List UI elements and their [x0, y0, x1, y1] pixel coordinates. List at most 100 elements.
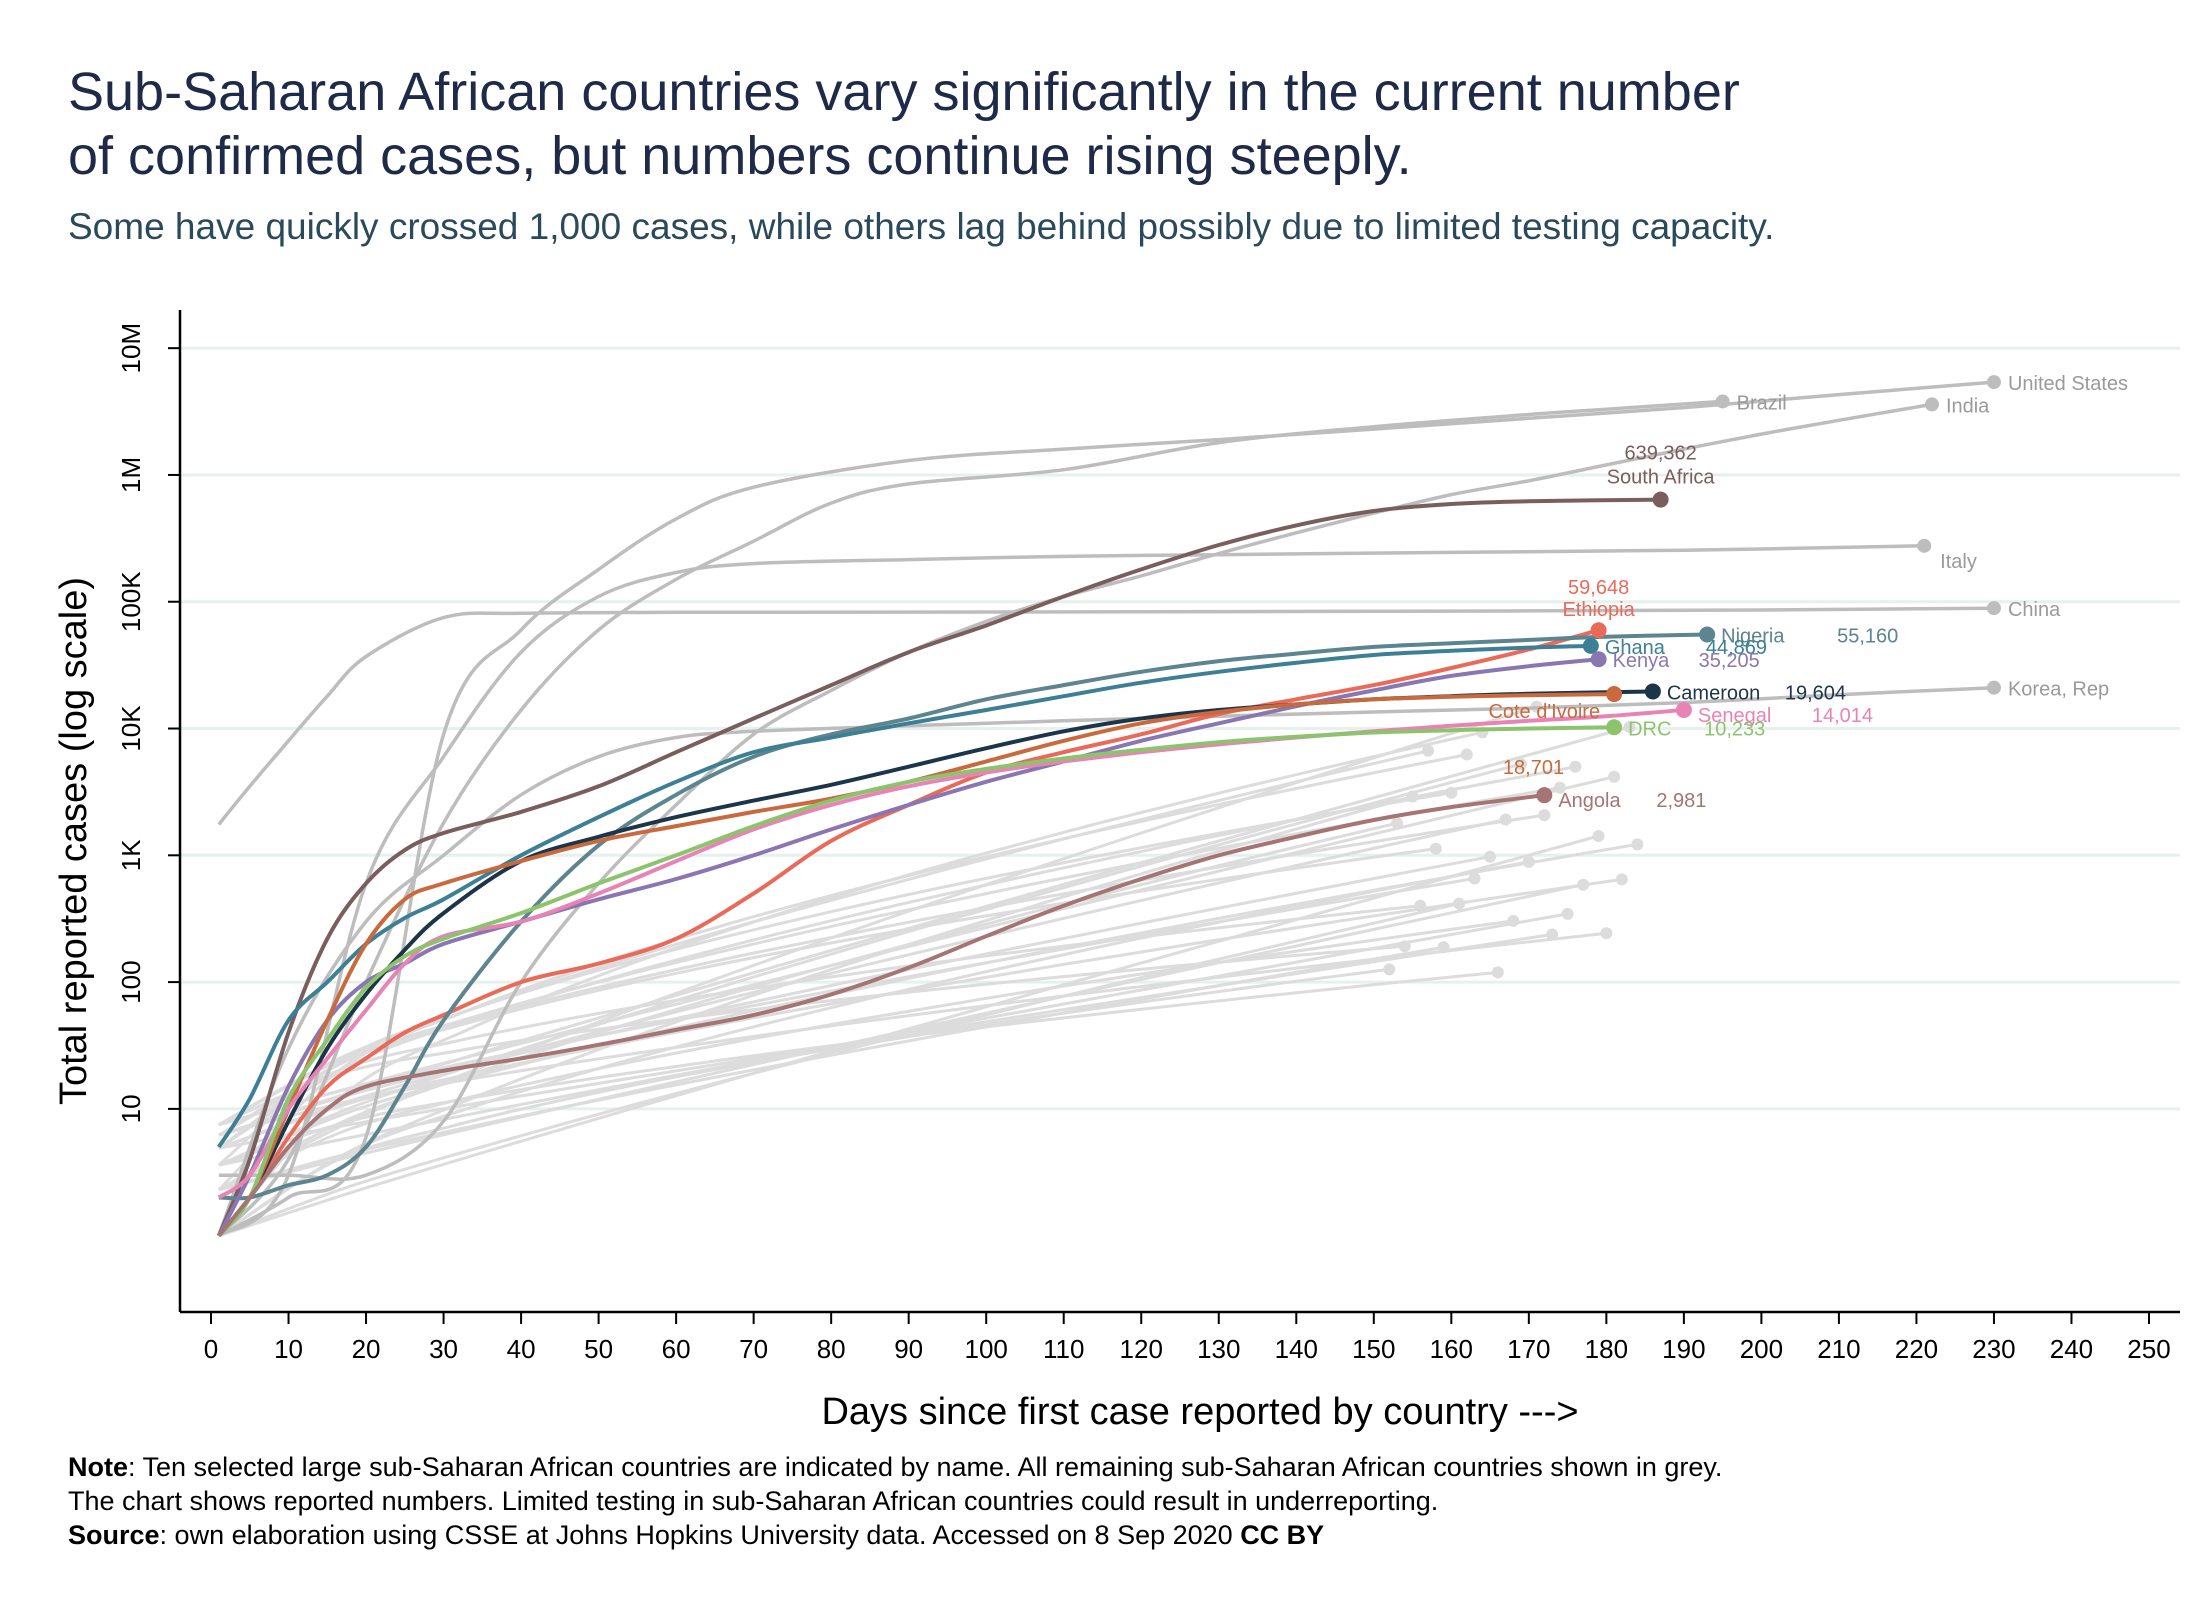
other-country-line — [218, 904, 1421, 1137]
country-name-label: DRC — [1628, 718, 1671, 740]
reference-endpoint — [1986, 375, 2001, 390]
other-country-line — [218, 725, 1630, 1137]
other-country-endpoint — [1484, 850, 1497, 863]
country-value-label: 14,014 — [1812, 705, 1873, 727]
country-value-label: 10,233 — [1704, 718, 1765, 740]
other-country-endpoint — [1468, 872, 1481, 885]
x-tick-label: 80 — [817, 1334, 846, 1364]
other-country-line — [217, 860, 1530, 1237]
x-tick-label: 0 — [204, 1334, 218, 1364]
x-tick-label: 130 — [1197, 1334, 1240, 1364]
other-country-endpoint — [1429, 842, 1442, 855]
other-country-endpoint — [1600, 927, 1613, 940]
x-tick-label: 230 — [1972, 1334, 2015, 1364]
other-country-endpoint — [1538, 809, 1551, 822]
other-country-line — [218, 818, 1506, 1150]
country-line — [217, 725, 1615, 1238]
other-country-endpoint — [1561, 907, 1574, 920]
other-country-endpoint — [1383, 963, 1396, 976]
other-country-line — [218, 902, 1460, 1238]
other-country-line — [218, 834, 1599, 1238]
country-name-label: Ghana — [1605, 637, 1666, 659]
x-tick-label: 140 — [1275, 1334, 1318, 1364]
reference-line — [217, 685, 1995, 1237]
x-tick-label: 190 — [1662, 1334, 1705, 1364]
y-axis-label: Total reported cases (log scale) — [53, 577, 95, 1105]
x-tick-label: 250 — [2127, 1334, 2170, 1364]
x-tick-label: 240 — [2050, 1334, 2093, 1364]
y-tick-label: 10 — [116, 1094, 146, 1123]
country-name-label: Cameroon — [1667, 682, 1760, 704]
note-text: : Ten selected large sub-Saharan African… — [128, 1452, 1723, 1482]
country-name-label: Kenya — [1613, 650, 1671, 672]
reference-endpoint — [1917, 538, 1932, 553]
other-country-line — [218, 877, 1623, 1150]
other-country-line — [218, 842, 1638, 1167]
reference-label: Italy — [1940, 551, 1977, 573]
country-value-label: 19,604 — [1785, 682, 1846, 704]
x-tick-label: 200 — [1740, 1334, 1783, 1364]
other-country-endpoint — [1422, 744, 1435, 757]
reference-label: Korea, Rep — [2008, 679, 2109, 701]
source-label: Source — [68, 1520, 160, 1550]
note-line2: The chart shows reported numbers. Limite… — [68, 1486, 1439, 1516]
x-tick-label: 40 — [507, 1334, 536, 1364]
country-value-label: 35,205 — [1699, 650, 1760, 672]
y-tick-label: 10K — [116, 705, 146, 752]
country-endpoint — [1606, 719, 1623, 736]
reference-label: Brazil — [1737, 392, 1787, 414]
y-tick-label: 10M — [116, 323, 146, 374]
country-value-label: 59,648 — [1568, 577, 1629, 599]
country-endpoint — [1536, 787, 1553, 804]
x-tick-label: 50 — [584, 1334, 613, 1364]
reference-endpoint — [1924, 397, 1939, 412]
other-country-endpoint — [1414, 899, 1427, 912]
country-line — [217, 643, 1591, 1149]
country-endpoint — [1652, 491, 1669, 508]
other-country-endpoint — [1569, 760, 1582, 773]
other-country-endpoint — [1623, 721, 1636, 734]
chart-title-line1: Sub-Saharan African countries vary signi… — [68, 62, 1740, 122]
x-tick-label: 220 — [1895, 1334, 1938, 1364]
reference-line — [217, 606, 1995, 826]
other-country-line — [218, 705, 1538, 1192]
country-value-label: 44,869 — [1706, 637, 1767, 659]
x-tick-label: 170 — [1507, 1334, 1550, 1364]
other-country-line — [217, 795, 1413, 1237]
x-tick-label: 100 — [965, 1334, 1008, 1364]
reference-label: China — [2008, 599, 2061, 621]
country-name-label: Nigeria — [1721, 625, 1785, 647]
country-value-label: 55,160 — [1837, 625, 1898, 647]
country-line — [218, 632, 1708, 1201]
reference-endpoint — [1715, 394, 1730, 409]
y-tick-label: 1K — [116, 839, 146, 871]
other-country-endpoint — [1631, 838, 1644, 851]
other-country-endpoint — [1491, 966, 1504, 979]
country-name-label: Senegal — [1698, 705, 1771, 727]
y-tick-label: 100K — [116, 571, 146, 632]
country-name-label: Angola — [1558, 790, 1621, 812]
other-country-endpoint — [1499, 813, 1512, 826]
country-name-label: Cote d'Ivoire — [1488, 701, 1600, 723]
x-tick-label: 150 — [1352, 1334, 1395, 1364]
x-tick-label: 210 — [1817, 1334, 1860, 1364]
chart-title-line2: of confirmed cases, but numbers continue… — [68, 126, 1412, 186]
x-tick-label: 120 — [1120, 1334, 1163, 1364]
country-endpoint — [1582, 637, 1599, 654]
country-value-label: 2,981 — [1656, 790, 1706, 812]
other-country-line — [217, 730, 1483, 1237]
country-line — [217, 657, 1599, 1237]
country-line — [217, 707, 1685, 1200]
country-line — [217, 793, 1545, 1237]
x-tick-label: 20 — [352, 1334, 381, 1364]
other-country-endpoint — [1592, 829, 1605, 842]
x-axis-label: Days since first case reported by countr… — [821, 1391, 1578, 1433]
country-line — [217, 692, 1615, 1238]
y-tick-label: 100 — [116, 960, 146, 1003]
reference-endpoint — [1986, 680, 2001, 695]
other-country-endpoint — [1615, 873, 1628, 886]
country-endpoint — [1644, 683, 1661, 700]
reference-label: India — [1946, 395, 1990, 417]
reference-endpoint — [1986, 601, 2001, 616]
